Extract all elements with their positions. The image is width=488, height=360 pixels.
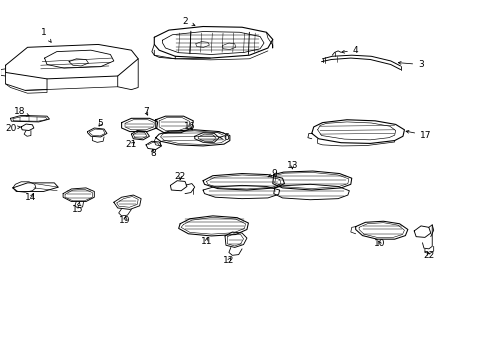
Text: 12: 12 — [223, 256, 234, 265]
Text: 22: 22 — [422, 251, 433, 260]
Text: 18: 18 — [14, 107, 29, 116]
Text: 3: 3 — [398, 60, 423, 69]
Text: 1: 1 — [41, 28, 51, 42]
Text: 7: 7 — [143, 107, 148, 116]
Text: 4: 4 — [341, 46, 358, 55]
Text: 21: 21 — [125, 140, 137, 149]
Text: 15: 15 — [72, 202, 83, 214]
Text: 13: 13 — [286, 161, 297, 170]
Text: 6: 6 — [220, 133, 228, 142]
Text: 8: 8 — [150, 149, 155, 158]
Text: 10: 10 — [373, 239, 385, 248]
Text: 16: 16 — [184, 122, 195, 131]
Text: 17: 17 — [405, 130, 431, 140]
Text: 9: 9 — [267, 169, 276, 178]
Text: 20: 20 — [6, 123, 20, 132]
Text: 2: 2 — [182, 17, 195, 26]
Text: 5: 5 — [98, 119, 103, 128]
Text: 19: 19 — [119, 216, 130, 225]
Text: 11: 11 — [200, 237, 212, 246]
Text: 14: 14 — [25, 193, 37, 202]
Text: 22: 22 — [174, 172, 185, 181]
